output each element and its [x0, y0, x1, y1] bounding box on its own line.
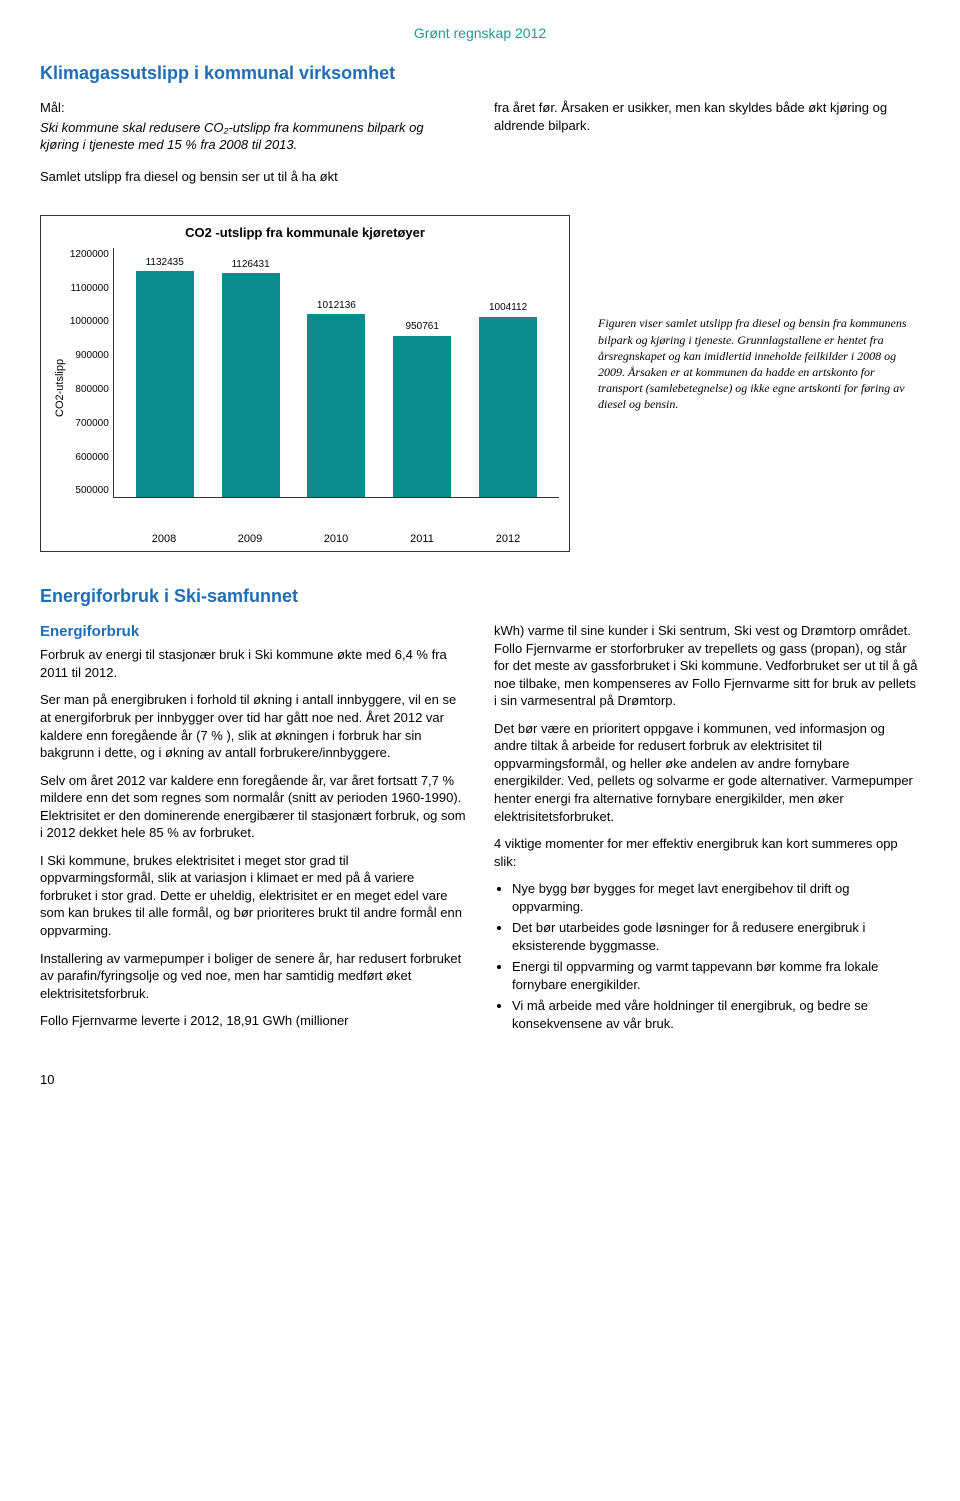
section2-columns: Energiforbruk Forbruk av energi til stas… — [40, 622, 920, 1042]
chart-bar: 1012136 — [305, 299, 367, 497]
s2-right-bullets: Nye bygg bør bygges for meget lavt energ… — [512, 880, 920, 1032]
s2-right-p3: 4 viktige momenter for mer effektiv ener… — [494, 835, 920, 870]
section1-title: Klimagassutslipp i kommunal virksomhet — [40, 61, 920, 85]
section1-right: fra året før. Årsaken er usikker, men ka… — [494, 99, 920, 195]
chart-ytick: 600000 — [70, 451, 109, 465]
chart-xtick: 2010 — [305, 532, 367, 547]
page-number: 10 — [40, 1071, 920, 1089]
chart-bar: 950761 — [391, 320, 453, 496]
co2-chart: CO2 -utslipp fra kommunale kjøretøyer CO… — [40, 215, 570, 551]
chart-bar-rect — [479, 317, 537, 497]
page-header: Grønt regnskap 2012 — [40, 24, 920, 43]
chart-ytick: 1100000 — [70, 282, 109, 296]
chart-bar: 1126431 — [220, 258, 282, 497]
section2-subtitle: Energiforbruk — [40, 622, 466, 642]
section1-left-p: Samlet utslipp fra diesel og bensin ser … — [40, 168, 466, 186]
goal-label: Mål: — [40, 99, 466, 117]
goal-text: Ski kommune skal redusere CO₂-utslipp fr… — [40, 119, 466, 154]
section1-right-p: fra året før. Årsaken er usikker, men ka… — [494, 99, 920, 134]
chart-xtick: 2008 — [133, 532, 195, 547]
chart-xtick: 2009 — [219, 532, 281, 547]
section2-left: Energiforbruk Forbruk av energi til stas… — [40, 622, 466, 1042]
section2-title: Energiforbruk i Ski-samfunnet — [40, 584, 920, 608]
chart-bar: 1004112 — [477, 301, 539, 497]
s2-right-p1: kWh) varme til sine kunder i Ski sentrum… — [494, 622, 920, 710]
chart-ytick: 500000 — [70, 484, 109, 498]
chart-title: CO2 -utslipp fra kommunale kjøretøyer — [51, 224, 559, 242]
chart-ytick: 1200000 — [70, 248, 109, 262]
chart-row: CO2 -utslipp fra kommunale kjøretøyer CO… — [40, 215, 920, 551]
s2-left-p4: I Ski kommune, brukes elektrisitet i meg… — [40, 852, 466, 940]
chart-xtick: 2011 — [391, 532, 453, 547]
chart-ytick: 800000 — [70, 383, 109, 397]
chart-bar-rect — [307, 314, 365, 497]
chart-bar: 1132435 — [134, 256, 196, 497]
chart-ylabel: CO2-utslipp — [51, 248, 70, 528]
chart-plot: 1132435 1126431 1012136 950761 1004112 — [113, 248, 559, 498]
chart-xtick: 2012 — [477, 532, 539, 547]
section1-columns: Mål: Ski kommune skal redusere CO₂-utsli… — [40, 99, 920, 195]
chart-ytick: 1000000 — [70, 315, 109, 329]
bullet-item: Vi må arbeide med våre holdninger til en… — [512, 997, 920, 1032]
chart-caption: Figuren viser samlet utslipp fra diesel … — [598, 215, 920, 412]
chart-ytick: 900000 — [70, 349, 109, 363]
s2-left-p1: Forbruk av energi til stasjonær bruk i S… — [40, 646, 466, 681]
chart-bar-value: 950761 — [406, 320, 439, 334]
chart-bar-value: 1132435 — [146, 256, 184, 270]
chart-bar-rect — [136, 271, 194, 497]
s2-left-p2: Ser man på energibruken i forhold til øk… — [40, 691, 466, 761]
chart-xaxis: 2008 2009 2010 2011 2012 — [113, 532, 559, 547]
chart-bar-value: 1012136 — [317, 299, 356, 313]
bullet-item: Nye bygg bør bygges for meget lavt energ… — [512, 880, 920, 915]
bullet-item: Energi til oppvarming og varmt tappevann… — [512, 958, 920, 993]
s2-left-p3: Selv om året 2012 var kaldere enn foregå… — [40, 772, 466, 842]
s2-left-p6: Follo Fjernvarme leverte i 2012, 18,91 G… — [40, 1012, 466, 1030]
chart-bar-value: 1126431 — [231, 258, 269, 272]
bullet-item: Det bør utarbeides gode løsninger for å … — [512, 919, 920, 954]
section1-left: Mål: Ski kommune skal redusere CO₂-utsli… — [40, 99, 466, 195]
chart-bar-rect — [222, 273, 280, 497]
chart-bar-rect — [393, 336, 451, 497]
s2-left-p5: Installering av varmepumper i boliger de… — [40, 950, 466, 1003]
chart-bar-value: 1004112 — [489, 301, 527, 315]
section2-right: kWh) varme til sine kunder i Ski sentrum… — [494, 622, 920, 1042]
s2-right-p2: Det bør være en prioritert oppgave i kom… — [494, 720, 920, 825]
chart-ytick: 700000 — [70, 417, 109, 431]
doc-title: Grønt regnskap 2012 — [414, 25, 546, 41]
chart-yticks: 1200000 1100000 1000000 900000 800000 700000 6… — [70, 248, 113, 498]
